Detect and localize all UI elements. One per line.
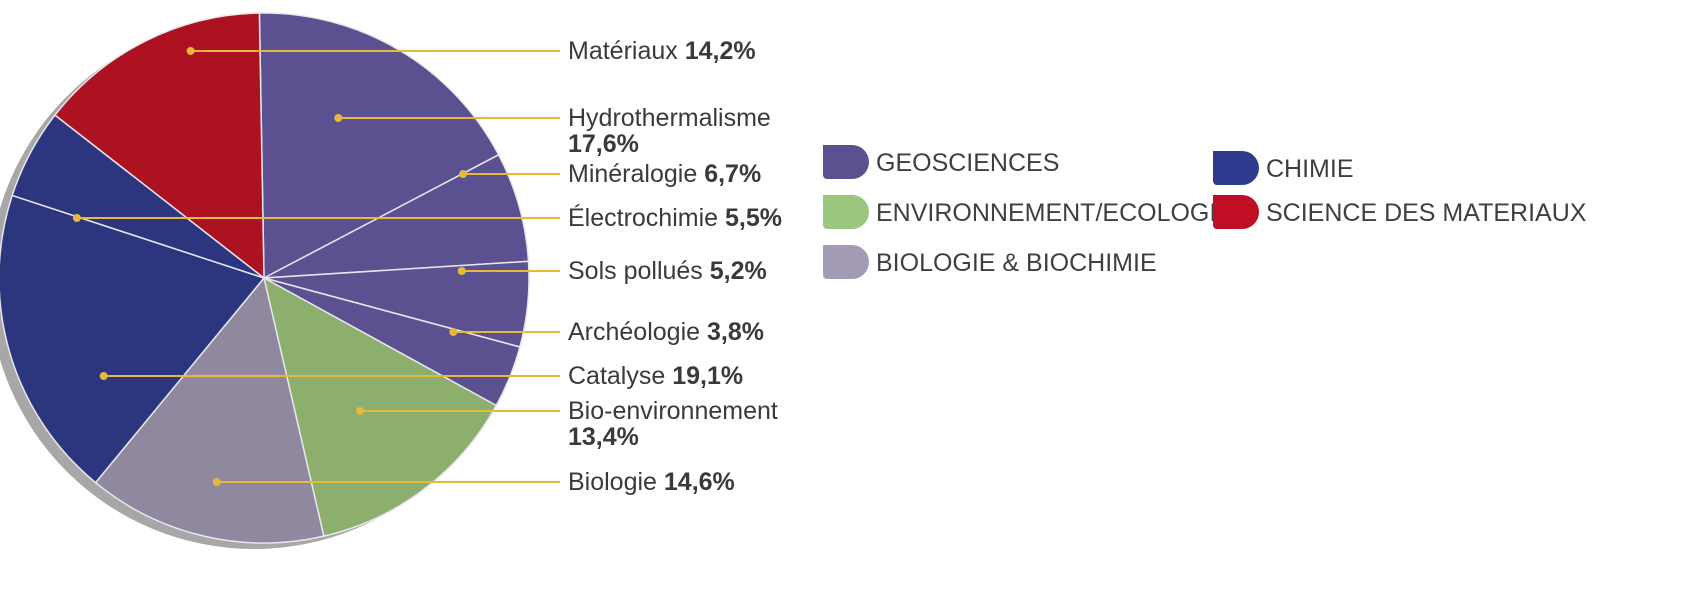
legend-label: ENVIRONNEMENT/ECOLOGIE	[876, 199, 1233, 227]
slice-label-biologie: Biologie 14,6%	[568, 468, 735, 496]
legend-label: CHIMIE	[1266, 155, 1354, 183]
pie-group	[0, 12, 530, 549]
slice-label-value: 14,2%	[678, 37, 756, 65]
slice-labels: Hydrothermalisme 17,6%Minéralogie 6,7% Sol…	[568, 37, 782, 496]
slice-label-mineralogie: Minéralogie 6,7%	[568, 160, 761, 188]
slice-label-value: 6,7%	[697, 160, 761, 188]
legend-item-science-des-materiaux: SCIENCE DES MATERIAUX	[1213, 195, 1587, 229]
slice-label-name: Biologie	[568, 468, 657, 496]
leader-dot-archeologie	[449, 328, 458, 336]
legend-label: GEOSCIENCES	[876, 149, 1059, 177]
legend-swatch	[823, 245, 869, 279]
leader-dot-bio-environnement	[356, 407, 365, 415]
slice-label-name: Électrochimie	[568, 203, 718, 232]
slice-label-value: 13,4%	[568, 423, 639, 451]
slice-label-name: Catalyse	[568, 362, 665, 390]
leader-dot-mineralogie	[459, 170, 468, 178]
leader-dot-electrochimie	[72, 214, 81, 222]
slice-label-name: Hydrothermalisme	[568, 104, 771, 132]
slice-label-hydrothermalisme: Hydrothermalisme 17,6%	[568, 104, 771, 158]
leader-dot-hydrothermalisme	[334, 114, 343, 122]
legend-label: SCIENCE DES MATERIAUX	[1266, 199, 1587, 227]
slice-label-name: Minéralogie	[568, 160, 697, 188]
legend-item-geosciences: GEOSCIENCES	[823, 145, 1059, 179]
slice-label-electrochimie: Électrochimie 5,5%	[568, 203, 782, 232]
legend-swatch	[1213, 151, 1259, 185]
pie-slice-materiaux	[53, 12, 265, 280]
legend: GEOSCIENCES ENVIRONNEMENT/ECOLOGIE BIOLOGI…	[823, 145, 1587, 279]
slice-label-value: 5,5%	[718, 204, 782, 232]
legend-swatch	[823, 145, 869, 179]
legend-item-chimie: CHIMIE	[1213, 151, 1354, 185]
slice-label-materiaux: Matériaux 14,2%	[568, 37, 756, 65]
slice-label-value: 14,6%	[657, 468, 735, 496]
legend-label: BIOLOGIE & BIOCHIMIE	[876, 249, 1157, 277]
slice-label-catalyse: Catalyse 19,1%	[568, 362, 743, 390]
slice-label-bio-environnement: Bio-environnement 13,4%	[568, 397, 778, 451]
pie-slice-biologie	[94, 276, 325, 544]
slice-label-name: Bio-environnement	[568, 397, 778, 425]
slice-label-value: 19,1%	[665, 362, 743, 390]
legend-swatch	[823, 195, 869, 229]
slice-label-archeologie: Archéologie 3,8%	[568, 318, 764, 346]
pie-slice-bio-environnement	[262, 276, 498, 538]
slice-label-name: Archéologie	[568, 318, 700, 346]
pie-slice-catalyse	[0, 194, 266, 484]
leader-dot-catalyse	[99, 372, 108, 380]
slice-label-name: Sols pollués	[568, 257, 703, 285]
leader-dot-biologie	[212, 478, 221, 486]
leader-dot-materiaux	[186, 47, 195, 55]
slice-label-value: 5,2%	[703, 257, 767, 285]
slice-label-value: 17,6%	[568, 130, 639, 158]
slice-label-value: 3,8%	[700, 318, 764, 346]
legend-swatch	[1213, 195, 1259, 229]
slice-label-name: Matériaux	[568, 37, 678, 65]
leader-dot-sols-pollues	[457, 267, 466, 275]
legend-item-biologie-biochimie: BIOLOGIE & BIOCHIMIE	[823, 245, 1157, 279]
legend-item-environnement-ecologie: ENVIRONNEMENT/ECOLOGIE	[823, 195, 1233, 229]
pie-slice-mineralogie	[263, 153, 530, 279]
leader-lines	[72, 47, 560, 486]
slice-label-sols-pollues: Sols pollués 5,2%	[568, 257, 767, 285]
